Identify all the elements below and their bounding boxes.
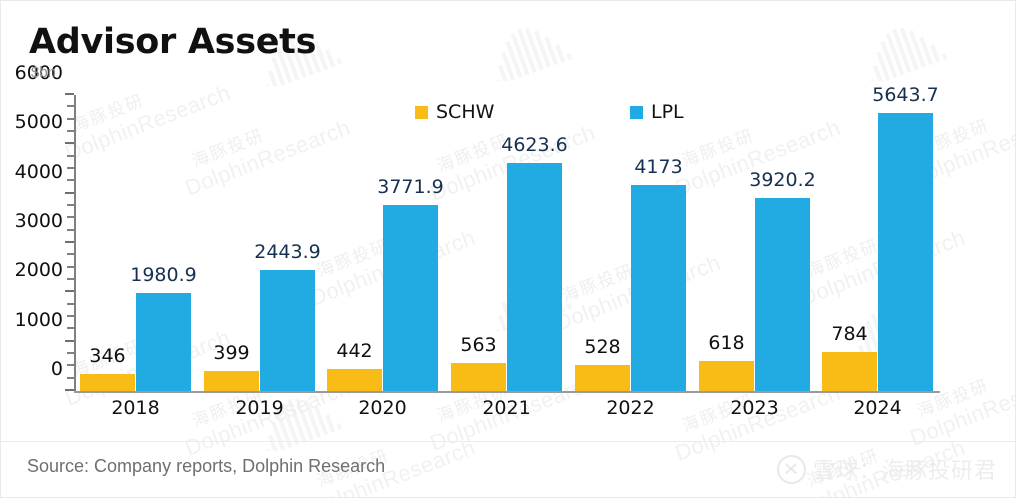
watermark-fan-icon <box>495 27 573 81</box>
bar-schw-2020[interactable]: 442 <box>327 340 382 391</box>
y-axis-major-tick <box>65 290 74 293</box>
y-axis-tick-label: 1000 <box>14 308 63 331</box>
source-note: Source: Company reports, Dolphin Researc… <box>27 456 386 476</box>
y-axis-tick-label: 0 <box>50 358 63 380</box>
x-axis-tick-label: 2021 <box>482 397 531 419</box>
y-axis-minor-tick <box>67 352 74 354</box>
y-axis-minor-tick <box>67 315 74 317</box>
bar-value-label: 1980.9 <box>130 264 197 287</box>
y-axis-minor-tick <box>67 130 74 132</box>
legend-swatch-lpl <box>630 105 643 119</box>
bar-value-label: 4173 <box>634 156 683 179</box>
y-axis-minor-tick <box>67 167 74 169</box>
x-axis-line <box>74 391 940 393</box>
bar-lpl-2023[interactable]: 3920.2 <box>749 169 816 391</box>
bar-value-label: 2443.9 <box>254 241 321 264</box>
y-axis-unit-label: $bn <box>31 64 57 81</box>
y-axis-tick-label: 6000 <box>14 62 63 84</box>
bar-schw-2023[interactable]: 618 <box>699 332 754 391</box>
x-axis-tick-label: 2022 <box>606 397 655 419</box>
brand-watermark: 雪球：海豚投研君 <box>776 453 997 485</box>
bar-lpl-2018[interactable]: 1980.9 <box>130 264 197 391</box>
bar-group: 346 1980.9 <box>74 95 197 391</box>
bar-lpl-2020[interactable]: 3771.9 <box>377 176 444 391</box>
y-axis-line <box>74 95 76 391</box>
bar-lpl-2019[interactable]: 2443.9 <box>254 241 321 391</box>
watermark-fan-icon <box>870 27 948 81</box>
y-axis-tick-label: 2000 <box>14 259 63 282</box>
bar-value-label: 3920.2 <box>749 168 816 191</box>
brand-label: 雪球：海豚投研君 <box>812 459 997 484</box>
y-axis-minor-tick <box>67 364 74 367</box>
y-axis-minor-tick <box>67 179 74 182</box>
x-axis-tick-label: 2020 <box>358 397 407 419</box>
bar-group: 784 5643.7 <box>816 84 939 391</box>
bar-schw-2019[interactable]: 399 <box>204 342 259 391</box>
bar-value-label: 3771.9 <box>377 175 444 198</box>
bar-lpl-2022[interactable]: 4173 <box>631 156 686 391</box>
y-axis-major-tick <box>65 339 74 342</box>
bar-value-label: 4623.6 <box>501 133 568 156</box>
y-axis-minor-tick <box>67 204 74 206</box>
xueqiu-logo-icon <box>776 454 806 484</box>
y-axis-tick-label: 5000 <box>14 111 63 134</box>
y-axis-major-tick <box>65 389 74 391</box>
bar-group: 399 2443.9 <box>198 95 321 391</box>
x-axis-tick-label: 2018 <box>111 397 160 419</box>
y-axis-major-tick <box>65 191 74 194</box>
bar-group: 442 3771.9 <box>321 95 444 391</box>
plot-area: 0 1000 2000 3000 4000 5000 6000 346 1980.9 399 24… <box>15 62 940 419</box>
legend-label-lpl: LPL <box>651 101 684 123</box>
bar-value-label: 5643.7 <box>872 83 939 106</box>
y-axis-minor-tick <box>67 302 74 305</box>
y-axis-tick-label: 3000 <box>14 210 63 232</box>
y-axis-minor-tick <box>67 265 74 268</box>
footer-divider <box>1 441 1015 442</box>
bar-schw-2022[interactable]: 528 <box>575 336 630 391</box>
bar-value-label: 528 <box>584 335 621 358</box>
legend-item-schw[interactable]: SCHW <box>415 101 494 123</box>
y-axis-minor-tick <box>67 376 74 379</box>
bar-value-label: 784 <box>831 323 868 346</box>
legend-label-schw: SCHW <box>436 101 495 123</box>
y-axis-tick-label: 4000 <box>14 160 63 183</box>
y-axis-major-tick <box>65 241 74 243</box>
y-axis-major-tick <box>65 142 74 145</box>
y-axis-minor-tick <box>67 216 74 219</box>
bar-value-label: 442 <box>336 340 373 363</box>
y-axis-minor-tick <box>67 278 74 280</box>
y-axis-minor-tick <box>67 253 74 256</box>
y-axis-major-tick <box>65 93 74 95</box>
chart-title: Advisor Assets <box>29 22 317 62</box>
y-axis-minor-tick <box>67 228 74 231</box>
x-axis-tick-label: 2023 <box>730 397 779 419</box>
bar-value-label: 563 <box>460 334 497 357</box>
bar-value-label: 399 <box>213 342 250 365</box>
bar-lpl-2024[interactable]: 5643.7 <box>872 84 939 391</box>
bar-group: 563 4623.6 <box>445 95 568 391</box>
bar-schw-2024[interactable]: 784 <box>822 323 877 391</box>
legend-swatch-schw <box>415 105 428 119</box>
bar-schw-2018[interactable]: 346 <box>80 345 135 391</box>
bar-value-label: 346 <box>89 344 126 367</box>
bar-schw-2021[interactable]: 563 <box>451 334 506 391</box>
x-axis-tick-label: 2024 <box>853 397 902 419</box>
y-axis-minor-tick <box>67 327 74 330</box>
legend-item-lpl[interactable]: LPL <box>630 101 684 123</box>
bar-groups: 346 1980.9 399 2443.9 442 3771.9 563 4623.6 528 4… <box>74 84 940 391</box>
bar-group: 528 4173 <box>569 95 692 391</box>
y-axis-minor-tick <box>67 105 74 108</box>
x-axis-tick-label: 2019 <box>235 397 284 419</box>
bar-group: 618 3920.2 <box>693 95 816 391</box>
bar-value-label: 618 <box>708 331 745 354</box>
y-axis-minor-tick <box>67 117 74 120</box>
bar-lpl-2021[interactable]: 4623.6 <box>501 134 568 391</box>
y-axis-minor-tick <box>67 154 74 157</box>
watermark-cn: 海豚投研 <box>314 445 393 492</box>
